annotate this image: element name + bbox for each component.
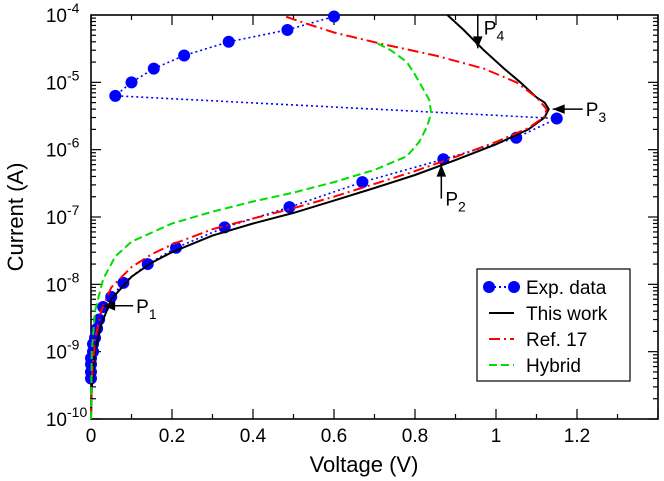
legend-box	[476, 268, 631, 382]
y-axis-title: Current (A)	[3, 163, 28, 272]
x-tick-label: 0.8	[402, 426, 428, 447]
annotation-arrowhead	[436, 164, 447, 177]
exp-data-point	[356, 176, 369, 189]
legend-marker	[483, 281, 495, 293]
x-tick-label: 1.2	[564, 426, 590, 447]
legend-marker	[508, 281, 520, 293]
annotation-label-p3: P3	[586, 100, 607, 125]
legend-label: Ref. 17	[526, 330, 587, 351]
series-line-ref-17	[90, 15, 548, 420]
exp-data-point	[222, 35, 235, 48]
y-tick-label: 10	[46, 73, 67, 94]
annotation-arrowhead	[472, 36, 483, 49]
exp-data-point	[109, 89, 122, 102]
x-tick-label: 1	[491, 426, 502, 447]
exp-data-point	[147, 62, 160, 75]
y-tick-exponent: -8	[67, 269, 80, 285]
series-line-hybrid	[90, 40, 433, 420]
y-tick-label: 10	[46, 275, 67, 296]
annotation-label-p4: P4	[484, 18, 505, 43]
series-line-this-work	[90, 14, 550, 420]
y-tick-exponent: -10	[67, 404, 87, 420]
exp-data-point	[550, 112, 563, 125]
annotation-arrowhead	[552, 104, 565, 114]
legend-label: Hybrid	[526, 356, 581, 377]
series-line-exp-data	[90, 15, 558, 379]
axis-ticks: 0 0.2 0.4 0.6 0.8 1 1.210-1010-910-810-710-610…	[46, 0, 659, 447]
y-tick-exponent: -7	[67, 202, 80, 218]
y-tick-exponent: -5	[67, 67, 80, 83]
exp-data-point	[281, 23, 294, 36]
y-tick-label: 10	[46, 6, 67, 27]
exp-data-point	[328, 10, 340, 23]
legend-item: Exp. data	[483, 278, 607, 299]
annotation-label-p2: P2	[445, 190, 466, 215]
y-tick-exponent: -6	[67, 135, 80, 151]
legend-label: This work	[526, 304, 608, 325]
y-tick-exponent: -4	[67, 0, 80, 16]
annotation-arrowhead	[103, 300, 116, 311]
x-tick-label: 0	[86, 426, 97, 447]
legend-item: Hybrid	[489, 356, 581, 377]
exp-data-point	[125, 76, 138, 89]
x-tick-label: 0.6	[321, 426, 347, 447]
annotation-layer: P1 P2 P3 P4	[103, 14, 607, 322]
y-tick-label: 10	[46, 208, 67, 229]
legend-item: Ref. 17	[489, 330, 587, 351]
legend-item: This work	[489, 304, 608, 325]
x-tick-label: 0.2	[159, 426, 185, 447]
x-tick-label: 0.4	[240, 426, 267, 447]
x-axis-title: Voltage (V)	[310, 452, 419, 477]
legend: Exp. data This work Ref. 17 Hybrid	[476, 268, 631, 382]
exp-data-point	[178, 49, 191, 62]
y-tick-label: 10	[46, 141, 67, 162]
legend-label: Exp. data	[526, 278, 607, 299]
series-layer	[85, 10, 563, 420]
y-tick-label: 10	[46, 343, 67, 364]
y-tick-exponent: -9	[67, 337, 80, 353]
y-tick-label: 10	[46, 410, 67, 431]
annotation-label-p1: P1	[136, 297, 157, 322]
exp-data-point	[283, 201, 296, 214]
exp-data-point	[117, 276, 130, 289]
